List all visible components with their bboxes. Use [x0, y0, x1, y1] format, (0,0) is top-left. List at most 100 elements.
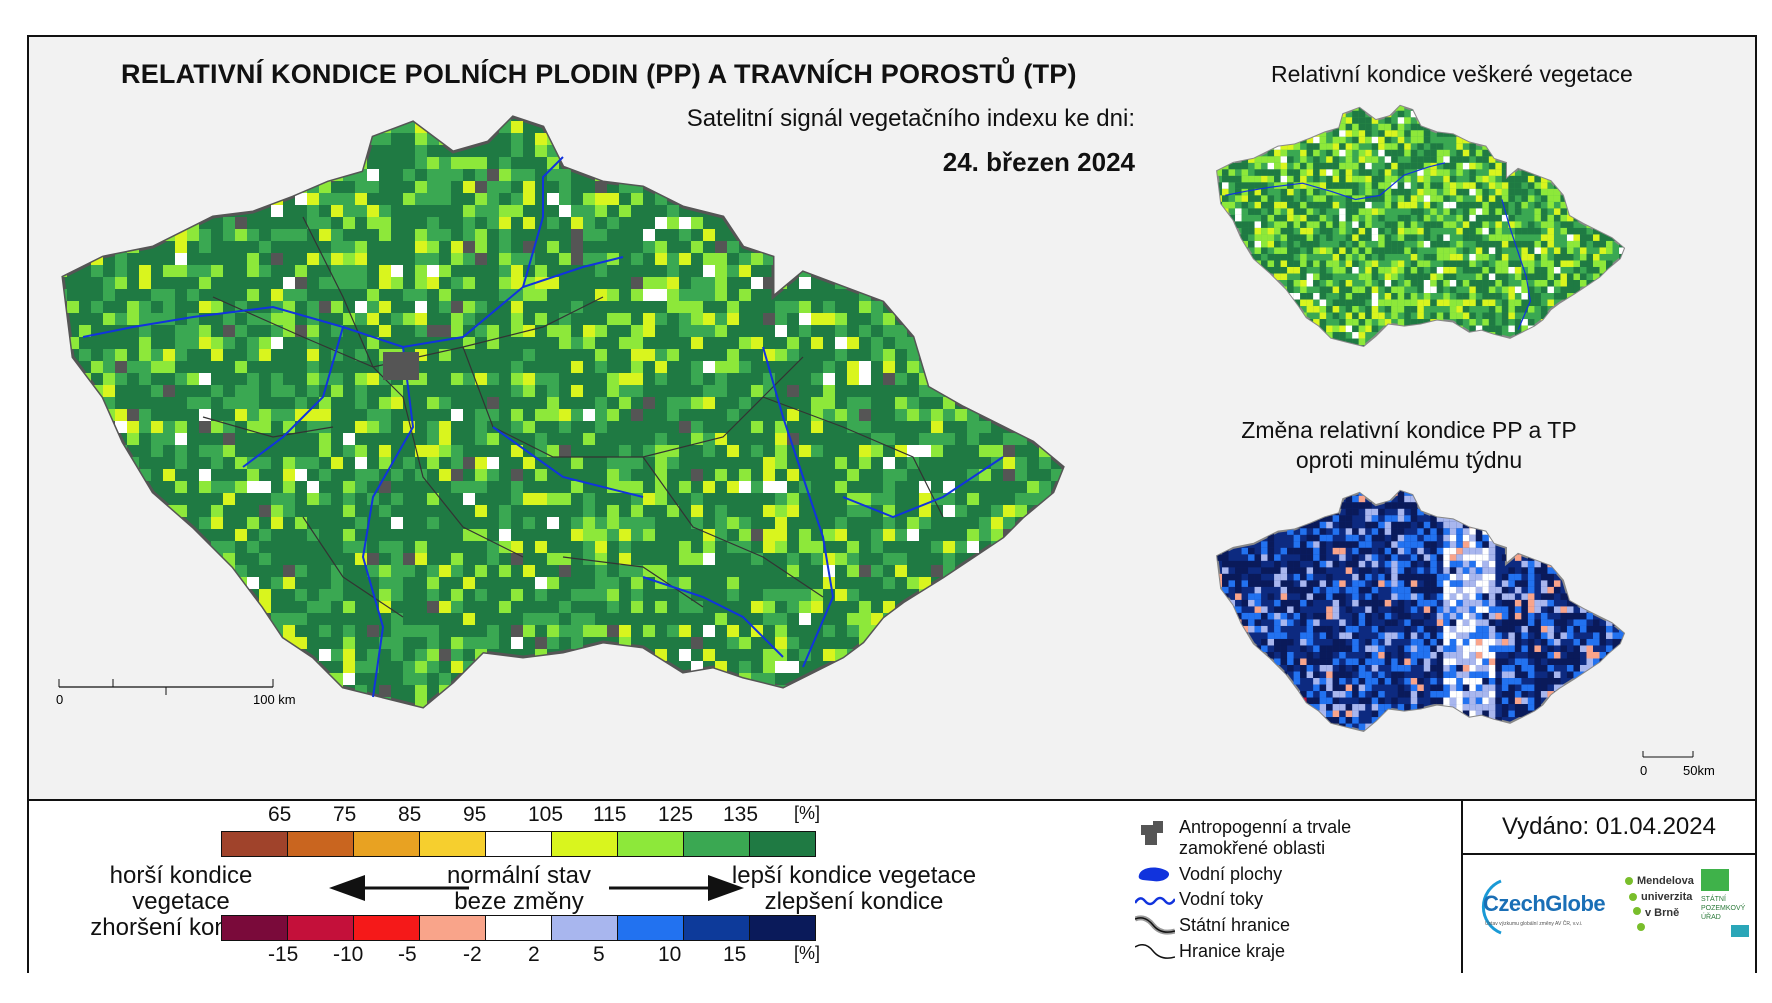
- arrow-center-text: normální stav beze změny: [439, 863, 599, 915]
- czechglobe-arc-icon: [1481, 879, 1502, 935]
- mendel-logo: Mendelova univerzita v Brně: [1621, 871, 1701, 941]
- main-scale-zero: 0: [56, 692, 63, 707]
- spu-line1: STÁTNÍ: [1701, 896, 1726, 903]
- mendel-line1: Mendelova: [1637, 875, 1694, 887]
- inset-map-change: [1216, 489, 1625, 732]
- region-borders: [202, 216, 944, 618]
- region-border-icon: [1135, 944, 1175, 959]
- inset-vegetation-pixels: [1217, 105, 1624, 346]
- mendel-text: Mendelova univerzita v Brně: [1637, 873, 1694, 921]
- change-swatch-0: [222, 916, 288, 940]
- inset-bottom-title-line1: Změna relativní kondice PP a TP: [1241, 417, 1577, 443]
- legend-rivers: Vodní toky: [1179, 889, 1264, 909]
- map-date: 24. březen 2024: [942, 147, 1135, 177]
- condition-color-bar: [221, 831, 816, 857]
- river-icon: [1135, 896, 1175, 906]
- legend-area: 65 75 85 95 105 115 125 135 [%] horší kondice ve…: [29, 799, 1755, 973]
- legend-state-border: Státní hranice: [1179, 915, 1291, 935]
- main-map: 0 100 km: [56, 115, 1065, 709]
- change-swatch-2: [354, 916, 420, 940]
- czechglobe-subtext: Ústav výzkumu globální změny AV ČR, v.v.…: [1485, 921, 1583, 927]
- spu-line2: POZEMKOVÝ: [1701, 905, 1746, 912]
- water-body-icon: [1138, 867, 1170, 882]
- mendel-dots-icon: [1625, 877, 1645, 931]
- inset-map-vegetation: [1216, 104, 1625, 347]
- main-scale-bar: 0 100 km: [56, 679, 296, 707]
- condition-label-3: 95: [463, 803, 487, 826]
- change-label-4: 2: [528, 943, 540, 966]
- inset-scale-end: 50km: [1683, 763, 1715, 778]
- spu-green-square-icon: [1701, 869, 1729, 891]
- change-label-5: 5: [593, 943, 605, 966]
- arrow-center-line1: normální stav: [446, 862, 592, 889]
- arrow-right-text: lepší kondice vegetace zlepšení kondice: [719, 863, 989, 915]
- map-subtitle: Satelitní signál vegetačního indexu ke d…: [686, 105, 1135, 132]
- change-label-7: 15: [723, 943, 747, 966]
- spu-line3: ÚŘAD: [1701, 914, 1721, 921]
- condition-swatch-0: [222, 832, 288, 856]
- condition-swatch-8: [750, 832, 815, 856]
- condition-swatch-6: [618, 832, 684, 856]
- change-label-3: -2: [463, 943, 482, 966]
- map-title: RELATIVNÍ KONDICE POLNÍCH PLODIN (PP) A …: [121, 59, 1077, 89]
- anthropogenic-area-icon: [1141, 821, 1163, 845]
- change-swatch-5: [552, 916, 618, 940]
- inset-top-title: Relativní kondice veškeré vegetace: [1271, 61, 1633, 87]
- change-color-bar: [221, 915, 816, 941]
- condition-label-1: 75: [333, 803, 357, 826]
- inset-bottom-title: Změna relativní kondice PP a TP oproti m…: [1209, 415, 1609, 475]
- change-swatch-1: [288, 916, 354, 940]
- legend-divider-horizontal: [1461, 853, 1755, 855]
- czechglobe-text: CzechGlobe: [1483, 891, 1606, 916]
- condition-label-6: 125: [658, 803, 694, 826]
- condition-swatch-2: [354, 832, 420, 856]
- change-swatch-3: [420, 916, 486, 940]
- change-swatch-7: [684, 916, 750, 940]
- inset-bottom-title-line2: oproti minulému týdnu: [1295, 447, 1523, 473]
- inset-scale-bar: 0 50km: [1640, 751, 1715, 778]
- change-swatch-8: [750, 916, 815, 940]
- change-label-1: -10: [333, 943, 364, 966]
- main-scale-end: 100 km: [253, 692, 296, 707]
- mendel-line3: v Brně: [1645, 907, 1680, 919]
- prague-urban-area: [383, 352, 419, 380]
- change-swatch-4: [486, 916, 552, 940]
- condition-label-7: 135: [723, 803, 759, 826]
- state-border-icon: [1135, 915, 1175, 935]
- change-label-0: -15: [268, 943, 299, 966]
- change-label-2: -5: [398, 943, 417, 966]
- condition-label-0: 65: [268, 803, 292, 826]
- legend-anthropogenic: Antropogenní a trvale zamokřené oblasti: [1179, 817, 1352, 858]
- mendel-line2: univerzita: [1641, 891, 1693, 903]
- arrow-right-line1: lepší kondice vegetace: [731, 862, 977, 889]
- condition-swatch-3: [420, 832, 486, 856]
- condition-swatch-5: [552, 832, 618, 856]
- issued-date: Vydáno: 01.04.2024: [1502, 813, 1716, 840]
- map-frame: RELATIVNÍ KONDICE POLNÍCH PLODIN (PP) A …: [27, 35, 1757, 973]
- arrow-left-icon: [329, 875, 469, 901]
- rivers: [82, 156, 1004, 698]
- spu-logo: STÁTNÍ POZEMKOVÝ ÚŘAD: [1699, 867, 1753, 947]
- condition-swatch-1: [288, 832, 354, 856]
- change-label-8: [%]: [794, 943, 821, 963]
- arrow-center-line2: beze změny: [454, 888, 584, 915]
- map-area: RELATIVNÍ KONDICE POLNÍCH PLODIN (PP) A …: [29, 37, 1755, 799]
- condition-label-4: 105: [528, 803, 564, 826]
- legend-divider-vertical: [1461, 801, 1463, 973]
- condition-label-8: [%]: [794, 803, 821, 823]
- spu-text: STÁTNÍ POZEMKOVÝ ÚŘAD: [1701, 895, 1745, 922]
- condition-label-2: 85: [398, 803, 422, 826]
- spu-teal-square-icon: [1731, 925, 1749, 937]
- czechglobe-logo: CzechGlobe Ústav výzkumu globální změny …: [1471, 873, 1621, 943]
- inset-scale-zero: 0: [1640, 763, 1647, 778]
- change-label-6: 10: [658, 943, 682, 966]
- arrow-right-line2: zlepšení kondice: [764, 888, 944, 915]
- condition-swatch-4: [486, 832, 552, 856]
- condition-label-5: 115: [593, 803, 627, 826]
- change-swatch-6: [618, 916, 684, 940]
- legend-water-bodies: Vodní plochy: [1179, 864, 1283, 884]
- legend-region-border: Hranice kraje: [1179, 941, 1286, 961]
- arrow-left-line1: horší kondice vegetace: [109, 862, 253, 915]
- arrow-right-icon: [609, 875, 744, 901]
- condition-swatch-7: [684, 832, 750, 856]
